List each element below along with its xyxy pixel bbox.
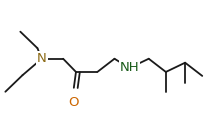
Text: N: N xyxy=(37,52,47,65)
Text: O: O xyxy=(68,96,79,109)
Text: NH: NH xyxy=(120,62,139,74)
